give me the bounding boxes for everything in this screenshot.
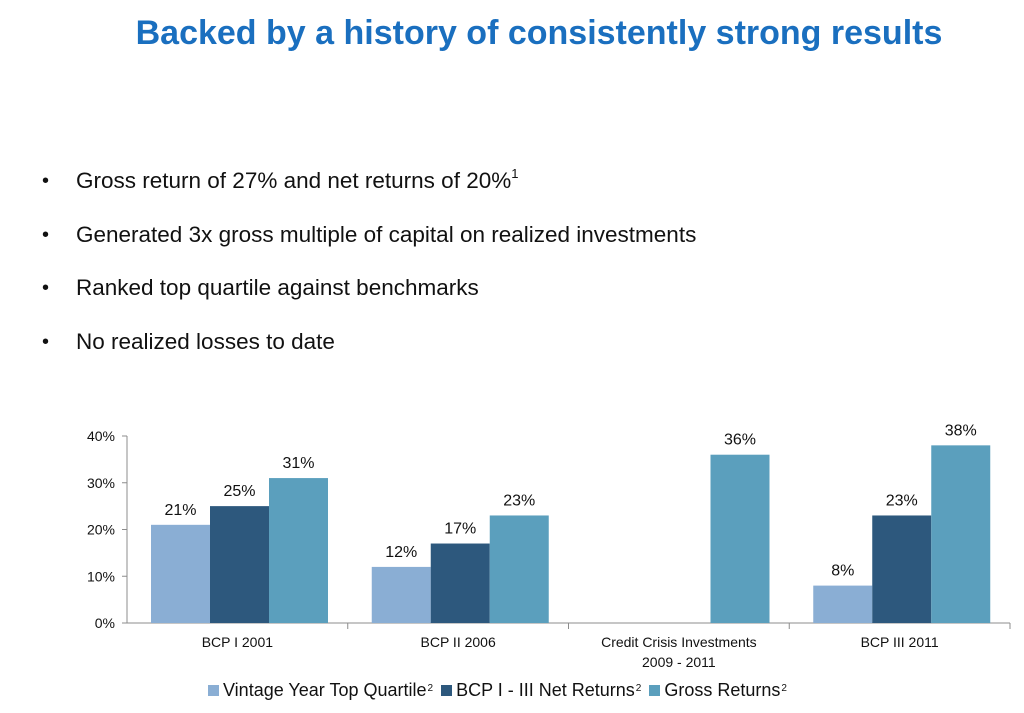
bar bbox=[151, 524, 210, 623]
data-label: 21% bbox=[164, 502, 196, 519]
chart-legend: Vintage Year Top Quartile 2 BCP I - III N… bbox=[208, 677, 795, 703]
legend-swatch bbox=[208, 684, 219, 696]
bullet-text: Gross return of 27% and net returns of 2… bbox=[76, 166, 519, 193]
page-title: Backed by a history of consistently stro… bbox=[135, 14, 943, 52]
footnote-marker: 1 bbox=[511, 166, 519, 181]
data-label: 12% bbox=[385, 544, 417, 561]
bullet-item: • Gross return of 27% and net returns of… bbox=[42, 166, 696, 222]
bullet-dot: • bbox=[42, 223, 50, 246]
x-tick-label: Credit Crisis Investments bbox=[601, 634, 757, 650]
data-label: 25% bbox=[223, 483, 255, 500]
bullet-item: • Generated 3x gross multiple of capital… bbox=[42, 222, 696, 276]
footnote-marker: 2 bbox=[427, 682, 434, 694]
bar bbox=[813, 585, 873, 623]
bar bbox=[430, 543, 490, 623]
bullet-dot: • bbox=[42, 277, 50, 299]
y-tick-label: 30% bbox=[87, 475, 115, 491]
legend-label: BCP I - III Net Returns bbox=[456, 679, 635, 700]
bar bbox=[371, 566, 431, 623]
data-label: 17% bbox=[444, 521, 476, 538]
bullet-item: • Ranked top quartile against benchmarks bbox=[42, 275, 696, 329]
bar bbox=[872, 515, 932, 623]
x-tick-label: BCP I 2001 bbox=[202, 634, 274, 650]
data-label: 23% bbox=[886, 492, 918, 509]
bullet-dot: • bbox=[42, 330, 50, 353]
legend-label: Gross Returns bbox=[664, 679, 781, 700]
bar bbox=[710, 454, 770, 623]
bullet-text: Ranked top quartile against benchmarks bbox=[76, 275, 479, 300]
bar bbox=[269, 478, 328, 623]
legend-item: Gross Returns 2 bbox=[649, 680, 787, 701]
legend-swatch bbox=[649, 684, 661, 696]
data-label: 38% bbox=[945, 422, 977, 439]
x-tick-label: BCP II 2006 bbox=[421, 634, 496, 650]
legend-item: Vintage Year Top Quartile 2 bbox=[208, 680, 433, 701]
bullet-item: • No realized losses to date bbox=[42, 329, 696, 383]
bullet-text: Generated 3x gross multiple of capital o… bbox=[76, 221, 697, 247]
bar bbox=[931, 445, 991, 623]
data-label: 36% bbox=[724, 432, 756, 449]
footnote-marker: 2 bbox=[635, 682, 642, 694]
bullet-list: • Gross return of 27% and net returns of… bbox=[42, 166, 696, 383]
x-tick-label: 2009 - 2011 bbox=[642, 654, 716, 670]
x-tick-label: BCP III 2011 bbox=[861, 634, 939, 650]
y-tick-label: 0% bbox=[95, 615, 115, 631]
legend-label: Vintage Year Top Quartile bbox=[223, 679, 427, 700]
bullet-dot: • bbox=[42, 170, 50, 192]
data-label: 31% bbox=[282, 455, 314, 472]
legend-item: BCP I - III Net Returns 2 bbox=[441, 680, 641, 701]
bar bbox=[210, 506, 269, 623]
bar bbox=[489, 515, 549, 623]
y-tick-label: 40% bbox=[87, 428, 115, 444]
footnote-marker: 2 bbox=[781, 682, 787, 694]
y-tick-label: 20% bbox=[87, 522, 115, 538]
data-label: 8% bbox=[831, 563, 854, 580]
bullet-text: No realized losses to date bbox=[76, 328, 335, 354]
bar-chart: 0% 10% 20% 30% 40% 21% 25% 31% BCP I 2001 12% 17% 2… bbox=[87, 422, 1011, 670]
data-label: 23% bbox=[503, 492, 535, 509]
y-tick-label: 10% bbox=[87, 568, 115, 584]
legend-swatch bbox=[441, 684, 453, 696]
